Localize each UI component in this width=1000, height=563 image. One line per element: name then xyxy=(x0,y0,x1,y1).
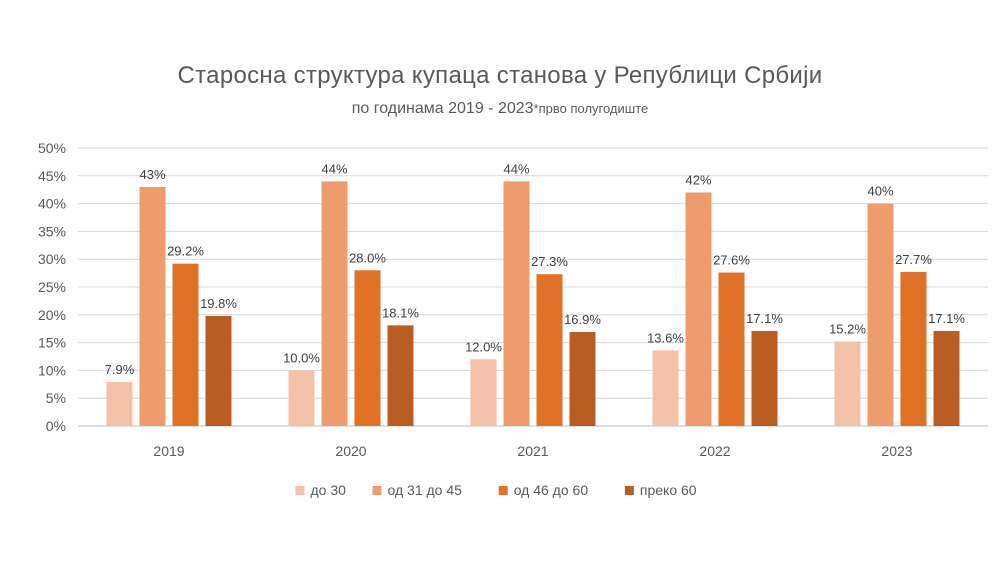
data-label: 19.8% xyxy=(200,296,237,311)
legend-swatch xyxy=(295,486,305,495)
bar xyxy=(718,272,745,426)
data-label: 27.7% xyxy=(895,252,932,267)
data-label: 40% xyxy=(867,184,893,199)
bar xyxy=(900,271,927,426)
data-label: 27.6% xyxy=(713,253,750,268)
bar xyxy=(205,315,232,426)
data-label: 44% xyxy=(503,161,529,176)
bar xyxy=(288,370,315,426)
chart-subtitle-main: по годинама 2019 - 2023 xyxy=(351,100,534,117)
data-label: 10.0% xyxy=(283,350,320,365)
bar xyxy=(470,359,497,426)
bar xyxy=(106,382,133,426)
data-label: 7.9% xyxy=(105,362,135,377)
bar xyxy=(503,181,530,426)
data-label: 17.1% xyxy=(928,311,965,326)
y-tick-label: 40% xyxy=(38,196,66,212)
bar xyxy=(685,192,712,426)
legend-label: од 31 до 45 xyxy=(388,482,463,498)
bar xyxy=(321,181,348,426)
legend-label: од 46 до 60 xyxy=(514,482,589,498)
x-tick-label: 2023 xyxy=(881,443,912,459)
y-tick-label: 0% xyxy=(46,418,66,434)
data-label: 17.1% xyxy=(746,311,783,326)
bar xyxy=(834,341,861,426)
bar xyxy=(139,186,166,426)
x-tick-label: 2022 xyxy=(699,443,730,459)
y-tick-label: 30% xyxy=(38,251,66,267)
data-label: 12.0% xyxy=(465,339,502,354)
y-tick-label: 5% xyxy=(46,390,66,406)
x-tick-label: 2019 xyxy=(153,443,184,459)
chart-title: Старосна структура купаца станова у Репу… xyxy=(177,62,823,89)
bar xyxy=(652,350,679,426)
legend-swatch xyxy=(624,486,634,495)
bar xyxy=(867,203,894,426)
legend-label: преко 60 xyxy=(640,482,697,498)
y-tick-label: 20% xyxy=(38,307,66,323)
y-tick-label: 35% xyxy=(38,223,66,239)
chart-subtitle-note: *прво полугодиште xyxy=(533,101,649,116)
bar xyxy=(536,274,563,426)
legend-label: до 30 xyxy=(311,482,347,498)
data-label: 43% xyxy=(139,167,165,182)
x-tick-label: 2020 xyxy=(335,443,366,459)
data-label: 44% xyxy=(321,161,347,176)
data-label: 27.3% xyxy=(531,254,568,269)
data-label: 29.2% xyxy=(167,244,204,259)
bar xyxy=(387,325,414,426)
data-label: 15.2% xyxy=(829,321,866,336)
bar xyxy=(751,330,778,426)
y-tick-label: 10% xyxy=(38,362,66,378)
y-tick-label: 45% xyxy=(38,168,66,184)
legend-swatch xyxy=(498,486,508,495)
bar xyxy=(569,332,596,426)
data-label: 28.0% xyxy=(349,250,386,265)
bar xyxy=(354,270,381,426)
data-label: 18.1% xyxy=(382,305,419,320)
chart-subtitle: по годинама 2019 - 2023*прво полугодиште xyxy=(0,100,1000,118)
y-tick-label: 50% xyxy=(38,140,66,156)
data-label: 42% xyxy=(685,172,711,187)
bar xyxy=(933,330,960,426)
y-tick-label: 15% xyxy=(38,335,66,351)
y-tick-label: 25% xyxy=(38,279,66,295)
x-tick-label: 2021 xyxy=(517,443,548,459)
bar xyxy=(172,263,199,426)
legend-swatch xyxy=(372,486,382,495)
data-label: 16.9% xyxy=(564,312,601,327)
data-label: 13.6% xyxy=(647,330,684,345)
